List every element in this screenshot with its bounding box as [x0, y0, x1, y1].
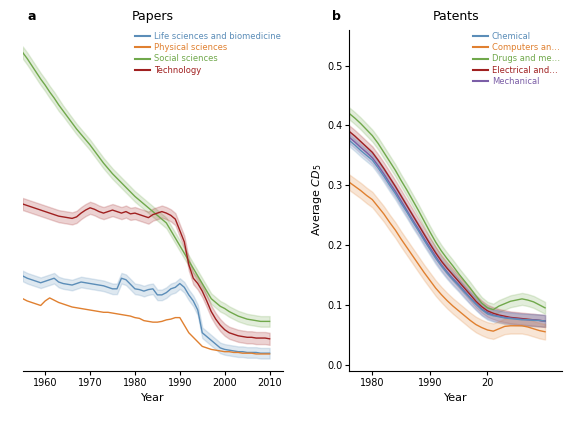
Text: b: b [332, 10, 341, 23]
Text: Papers: Papers [132, 10, 174, 23]
Text: Patents: Patents [432, 10, 479, 23]
Legend: Chemical, Computers an…, Drugs and me…, Electrical and…, Mechanical: Chemical, Computers an…, Drugs and me…, … [471, 32, 561, 86]
Legend: Life sciences and biomedicine, Physical sciences, Social sciences, Technology: Life sciences and biomedicine, Physical … [133, 32, 281, 75]
X-axis label: Year: Year [141, 393, 165, 403]
Y-axis label: Average $CD_5$: Average $CD_5$ [310, 164, 324, 236]
X-axis label: Year: Year [444, 393, 467, 403]
Text: a: a [28, 10, 36, 23]
